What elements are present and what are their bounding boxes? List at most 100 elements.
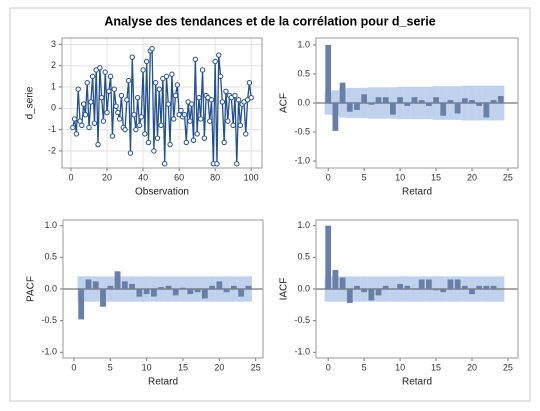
point <box>246 80 253 86</box>
bar <box>209 285 215 289</box>
point <box>171 116 177 122</box>
x-tick-label: 0 <box>71 362 76 372</box>
x-tick-label: 25 <box>503 172 513 182</box>
bar <box>187 289 194 295</box>
bar <box>165 285 172 289</box>
point <box>234 161 240 167</box>
point <box>89 73 96 80</box>
point <box>154 135 161 141</box>
point <box>140 67 146 73</box>
point <box>212 58 218 65</box>
bar <box>418 279 425 289</box>
y-tick-label: 3 <box>51 39 56 49</box>
point <box>107 73 114 80</box>
bar <box>483 285 490 289</box>
bar <box>201 289 208 299</box>
point <box>169 71 175 77</box>
y-tick-label: 1 <box>51 81 56 91</box>
point <box>201 135 208 141</box>
y-tick-label: -1.0 <box>294 155 310 165</box>
point <box>125 77 132 84</box>
bar <box>143 289 150 295</box>
y-tick-label: 2 <box>51 60 56 70</box>
y-tick-label: -0.5 <box>294 315 310 325</box>
point <box>113 103 119 109</box>
point <box>225 118 231 124</box>
x-tick-label: 5 <box>362 172 367 182</box>
point <box>163 73 170 80</box>
bar <box>454 279 461 289</box>
y-tick-label: 0.0 <box>297 97 310 107</box>
point <box>134 94 141 101</box>
point <box>221 139 227 146</box>
bar <box>461 285 468 289</box>
y-tick-label: -0.5 <box>41 315 57 325</box>
bar <box>433 289 439 291</box>
point <box>230 122 236 129</box>
bar <box>172 289 179 296</box>
bar <box>368 103 375 105</box>
point <box>208 97 215 103</box>
y-tick-label: 0.5 <box>297 68 310 78</box>
bar <box>404 285 411 289</box>
bar <box>100 289 106 307</box>
x-tick-label: 80 <box>210 172 220 182</box>
x-tick-label: 10 <box>395 172 405 182</box>
point <box>133 126 139 133</box>
point <box>151 148 157 154</box>
point <box>248 94 254 101</box>
point <box>181 112 188 118</box>
point <box>243 131 249 137</box>
point <box>136 122 143 129</box>
x-tick-label: 25 <box>251 362 261 372</box>
point <box>109 133 116 139</box>
bar <box>425 279 432 289</box>
y-tick-label: -2 <box>48 145 56 155</box>
y-tick-label: 0.5 <box>297 252 310 262</box>
point <box>142 131 148 137</box>
plot-frame <box>62 219 264 359</box>
bar <box>440 289 447 293</box>
bar <box>404 103 411 106</box>
point <box>219 99 226 105</box>
x-tick-label: 20 <box>467 172 477 182</box>
bar <box>346 103 353 112</box>
point <box>122 126 128 133</box>
bar <box>346 289 353 303</box>
x-tick-label: 25 <box>503 362 513 372</box>
y-tick-label: 1.0 <box>297 39 310 49</box>
bar <box>339 277 346 289</box>
point <box>156 86 162 92</box>
plot-frame <box>315 37 519 169</box>
point <box>88 99 94 105</box>
point <box>158 122 164 129</box>
bar <box>476 103 483 106</box>
y-tick-label: 0 <box>51 103 56 113</box>
x-tick-label: 20 <box>214 362 224 372</box>
bar <box>325 44 332 103</box>
point <box>232 92 238 99</box>
point <box>73 131 80 137</box>
point <box>183 139 190 146</box>
bar <box>151 289 157 297</box>
bar <box>418 100 425 103</box>
bar <box>85 279 92 289</box>
point <box>178 107 184 114</box>
point <box>127 150 134 156</box>
bar <box>339 82 346 103</box>
y-axis-label: d_serie <box>25 86 36 119</box>
bar <box>216 281 223 289</box>
x-tick-label: 20 <box>102 172 112 182</box>
x-tick-label: 0 <box>326 172 331 182</box>
point <box>199 67 206 73</box>
point <box>152 80 159 86</box>
point <box>91 120 98 126</box>
bar <box>114 271 121 289</box>
bar <box>121 281 128 289</box>
bar <box>180 287 186 289</box>
bar <box>354 103 360 110</box>
x-tick-label: 15 <box>178 362 188 372</box>
y-tick-label: 1.0 <box>297 220 310 230</box>
point <box>237 122 244 129</box>
point <box>124 97 130 103</box>
